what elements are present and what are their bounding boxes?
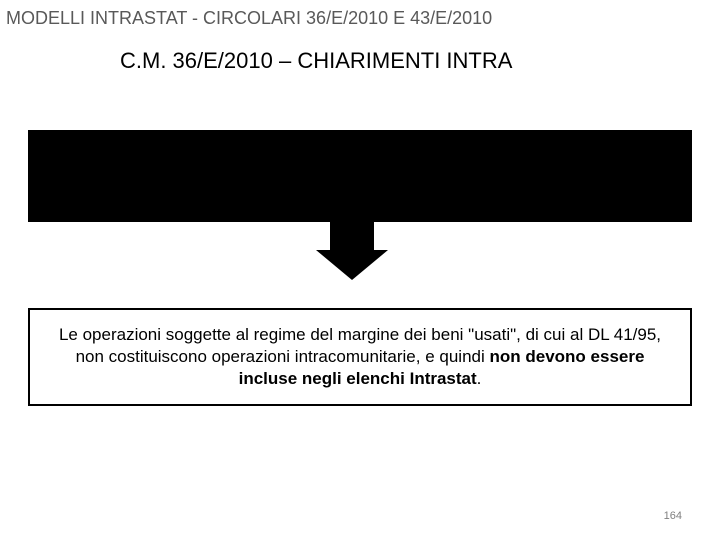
page-number: 164 <box>664 510 682 522</box>
text-box-content: Le operazioni soggette al regime del mar… <box>48 324 672 390</box>
text-box: Le operazioni soggette al regime del mar… <box>28 308 692 406</box>
text-part3: . <box>477 369 482 388</box>
subtitle: C.M. 36/E/2010 – CHIARIMENTI INTRA <box>120 48 512 74</box>
arrow-stem <box>330 222 374 250</box>
arrow-head-icon <box>316 250 388 280</box>
black-box <box>28 130 692 222</box>
header-title: MODELLI INTRASTAT - CIRCOLARI 36/E/2010 … <box>6 8 492 29</box>
